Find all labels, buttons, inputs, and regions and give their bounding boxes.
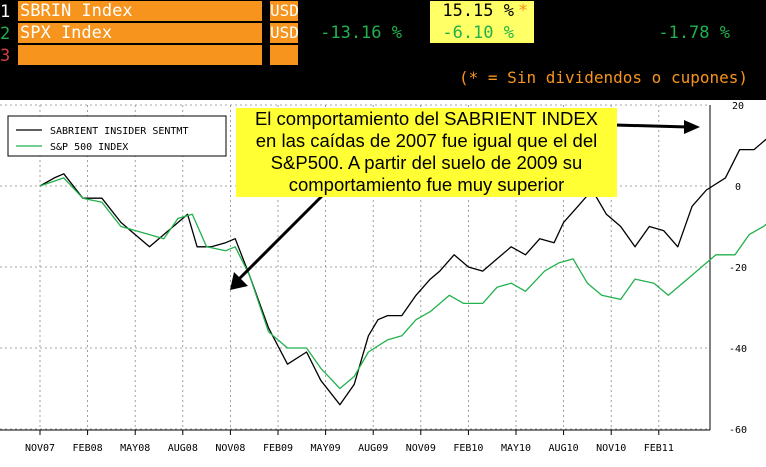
row-number: 3: [0, 46, 11, 66]
y-tick-label: -40: [729, 344, 747, 355]
annotation-arrows: [230, 120, 700, 290]
annotation-callout: El comportamiento del SABRIENT INDEX en …: [236, 108, 617, 197]
x-tick-label: AUG08: [168, 443, 198, 454]
security-name[interactable]: SPX Index: [18, 23, 262, 43]
value-cell-1: 15.15 %: [330, 1, 402, 21]
security-name[interactable]: SBRIN Index: [18, 1, 262, 21]
x-tick-label: NOV08: [215, 443, 245, 454]
table-row[interactable]: 3: [0, 45, 766, 67]
x-tick-label: NOV10: [596, 443, 626, 454]
x-tick-label: AUG10: [549, 443, 579, 454]
callout-line: comportamiento fue muy superior: [288, 174, 565, 195]
security-name[interactable]: [18, 45, 262, 65]
currency-cell[interactable]: USD: [270, 1, 299, 21]
value-cell-2: 15.15 %: [442, 1, 514, 21]
row-number: 1: [0, 2, 11, 22]
series-layer: [39, 138, 766, 406]
value-cell-4: -1.78 %: [658, 23, 730, 43]
currency-cell[interactable]: USD: [270, 23, 299, 43]
value-cell-1: -13.16 %: [320, 23, 402, 43]
callout-line: en las caídas de 2007 fue igual que el d…: [255, 130, 598, 151]
legend-label-sabrient: SABRIENT INSIDER SENTMT: [50, 126, 188, 137]
callout-line: El comportamiento del SABRIENT INDEX: [254, 108, 599, 129]
row-number: 2: [0, 24, 11, 44]
x-tick-label: AUG09: [358, 443, 388, 454]
dividend-note: (* = Sin dividendos o cupones): [459, 68, 748, 87]
x-tick-label: MAY09: [311, 443, 341, 454]
currency-cell[interactable]: [270, 45, 298, 65]
x-tick-label: FEB11: [644, 443, 674, 454]
arrow-right-icon: [684, 120, 700, 134]
x-tick-label: FEB08: [73, 443, 103, 454]
line-chart: 20 0 -20 -40 -60 NOV07 FEB08 MAY08 AUG08 NOV08 FEB…: [0, 101, 766, 454]
x-tick-label: MAY08: [120, 443, 150, 454]
legend-label-sp500: S&P 500 INDEX: [50, 142, 128, 153]
arrow-down-left-icon: [230, 272, 248, 290]
value-cell-2: -6.10 %: [442, 23, 514, 43]
x-tick-label: NOV07: [25, 443, 55, 454]
y-tick-label: -60: [729, 425, 747, 436]
highlight-box: [430, 1, 534, 43]
legend: SABRIENT INSIDER SENTMT S&P 500 INDEX: [7, 115, 227, 157]
value-cell-4: 4.10 %: [668, 1, 730, 21]
tick-labels: 20 0 -20 -40 -60 NOV07 FEB08 MAY08 AUG08 NOV08 FEB…: [25, 101, 747, 454]
no-dividend-mark: *: [518, 1, 529, 21]
table-row[interactable]: 1 SBRIN Index USD 15.15 % 15.15 % * 21.2…: [0, 1, 766, 43]
series-line-sabrient: [39, 138, 766, 406]
callout-line: S&P500. A partir del suelo de 2009 su: [270, 152, 583, 173]
x-tick-label: FEB09: [263, 443, 293, 454]
y-tick-label: 0: [735, 182, 741, 193]
value-cell-3: 21.25 %: [554, 1, 626, 21]
x-tick-label: FEB10: [453, 443, 483, 454]
y-tick-label: 20: [732, 101, 744, 112]
series-line-sp500: [39, 177, 766, 390]
x-tick-label: MAY10: [501, 443, 531, 454]
quote-table: 1 SBRIN Index USD 15.15 % 15.15 % * 21.2…: [0, 0, 766, 100]
x-tick-label: NOV09: [406, 443, 436, 454]
table-row[interactable]: 2 SPX Index USD -13.16 % -6.10 % -1.78 %: [0, 23, 766, 45]
y-tick-label: -20: [729, 263, 747, 274]
